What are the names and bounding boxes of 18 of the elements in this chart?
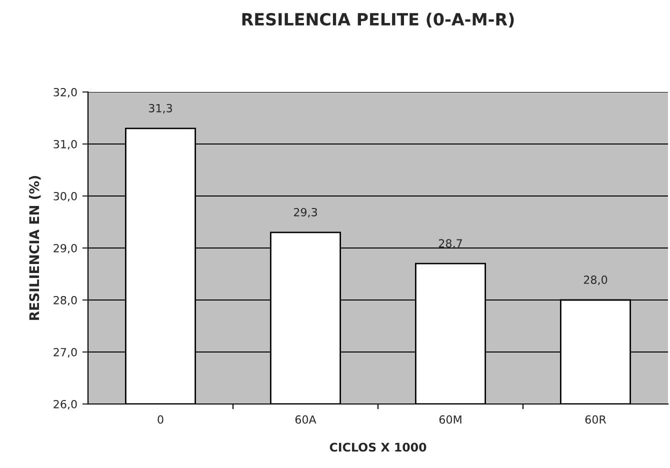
y-tick-label: 30,0 [54,192,77,202]
x-tick-label: 60R [585,415,606,424]
y-tick-label: 29,0 [54,244,77,254]
y-tick-label: 32,0 [54,88,77,98]
chart-title: RESILENCIA PELITE (0-A-M-R) [242,12,514,28]
y-tick-label: 26,0 [54,400,77,410]
x-tick-label: 60A [295,415,316,424]
y-tick-label: 28,0 [54,296,77,306]
data-label: 28,0 [584,276,608,286]
data-label: 29,3 [294,208,317,218]
y-tick-label: 31,0 [54,140,77,150]
y-tick-label: 27,0 [54,348,77,358]
data-label: 28,7 [438,239,462,249]
data-label: 31,3 [148,104,172,114]
y-axis-title: RESILIENCIA EN (%) [28,176,41,320]
x-tick-label: 60M [439,415,462,424]
x-axis-title: CICLOS X 1000 [330,442,426,452]
x-tick-label: 0 [158,415,164,424]
